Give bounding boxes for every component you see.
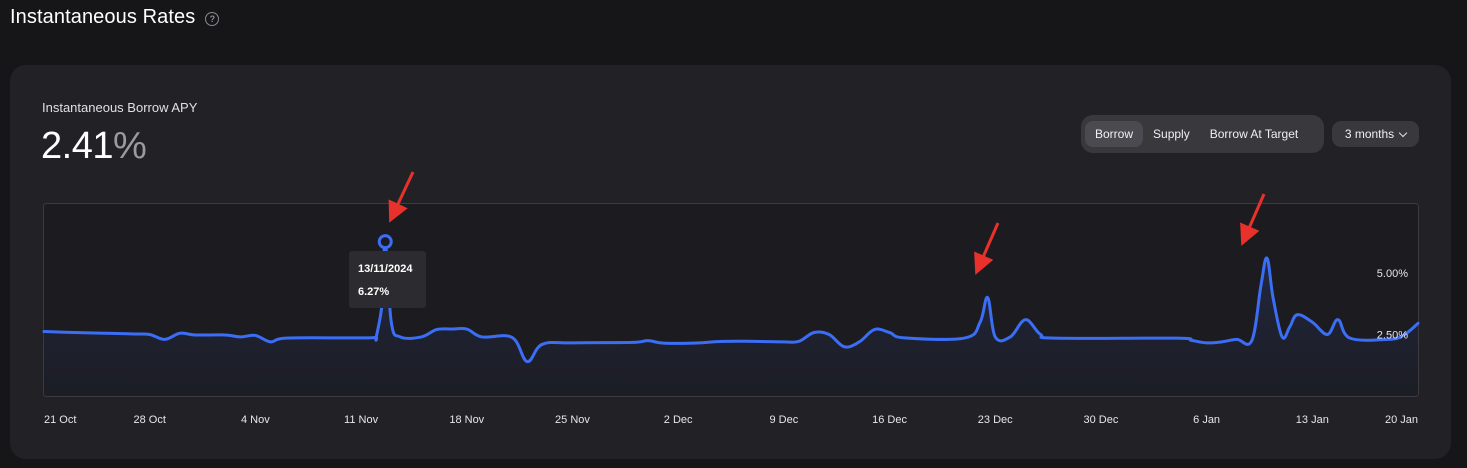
metric-unit: % [112,125,147,167]
rate-type-toggle: Borrow Supply Borrow At Target [1081,115,1324,153]
y-tick-label: 5.00% [1377,268,1408,280]
x-tick-label: 13 Jan [1296,414,1329,426]
tooltip-box [349,251,426,308]
tooltip-point [377,234,393,250]
annotation-arrow [1240,193,1266,246]
tooltip: 13/11/2024 6.27% [349,234,426,308]
annotation-arrow [388,171,415,223]
metric-number: 2.41 [41,125,113,167]
x-tick-label: 28 Oct [133,414,165,426]
tab-supply[interactable]: Supply [1153,127,1190,141]
x-tick-label: 21 Oct [44,414,76,426]
series-line [42,240,1420,364]
x-tick-label: 23 Dec [978,414,1013,426]
x-tick-label: 9 Dec [769,414,798,426]
time-range-dropdown[interactable]: 3 months [1332,121,1419,147]
x-tick-label: 18 Nov [449,414,484,426]
tab-borrow-at-target[interactable]: Borrow At Target [1209,127,1299,141]
x-tick-label: 16 Dec [872,414,907,426]
tab-borrow[interactable]: Borrow [1085,121,1144,147]
annotation-arrows [388,171,1266,275]
page-title: Instantaneous Rates [10,6,196,28]
time-range-label: 3 months [1344,127,1395,141]
tooltip-date: 13/11/2024 [358,263,413,275]
metric-label: Instantaneous Borrow APY [42,100,198,115]
x-tick-label: 25 Nov [555,414,590,426]
x-tick-label: 20 Jan [1385,414,1418,426]
tooltip-value: 6.27% [358,286,389,298]
metric-value: 2.41% [41,125,147,168]
x-tick-label: 2 Dec [664,414,693,426]
x-tick-label: 6 Jan [1193,414,1220,426]
x-tick-label: 4 Nov [241,414,270,426]
x-tick-label: 30 Dec [1083,414,1118,426]
x-tick-label: 11 Nov [344,414,379,426]
page-header: Instantaneous Rates ? [10,6,220,29]
annotation-arrow [974,222,1000,275]
question-circle-icon[interactable]: ? [205,12,220,26]
y-tick-label: 2.50% [1377,329,1408,341]
